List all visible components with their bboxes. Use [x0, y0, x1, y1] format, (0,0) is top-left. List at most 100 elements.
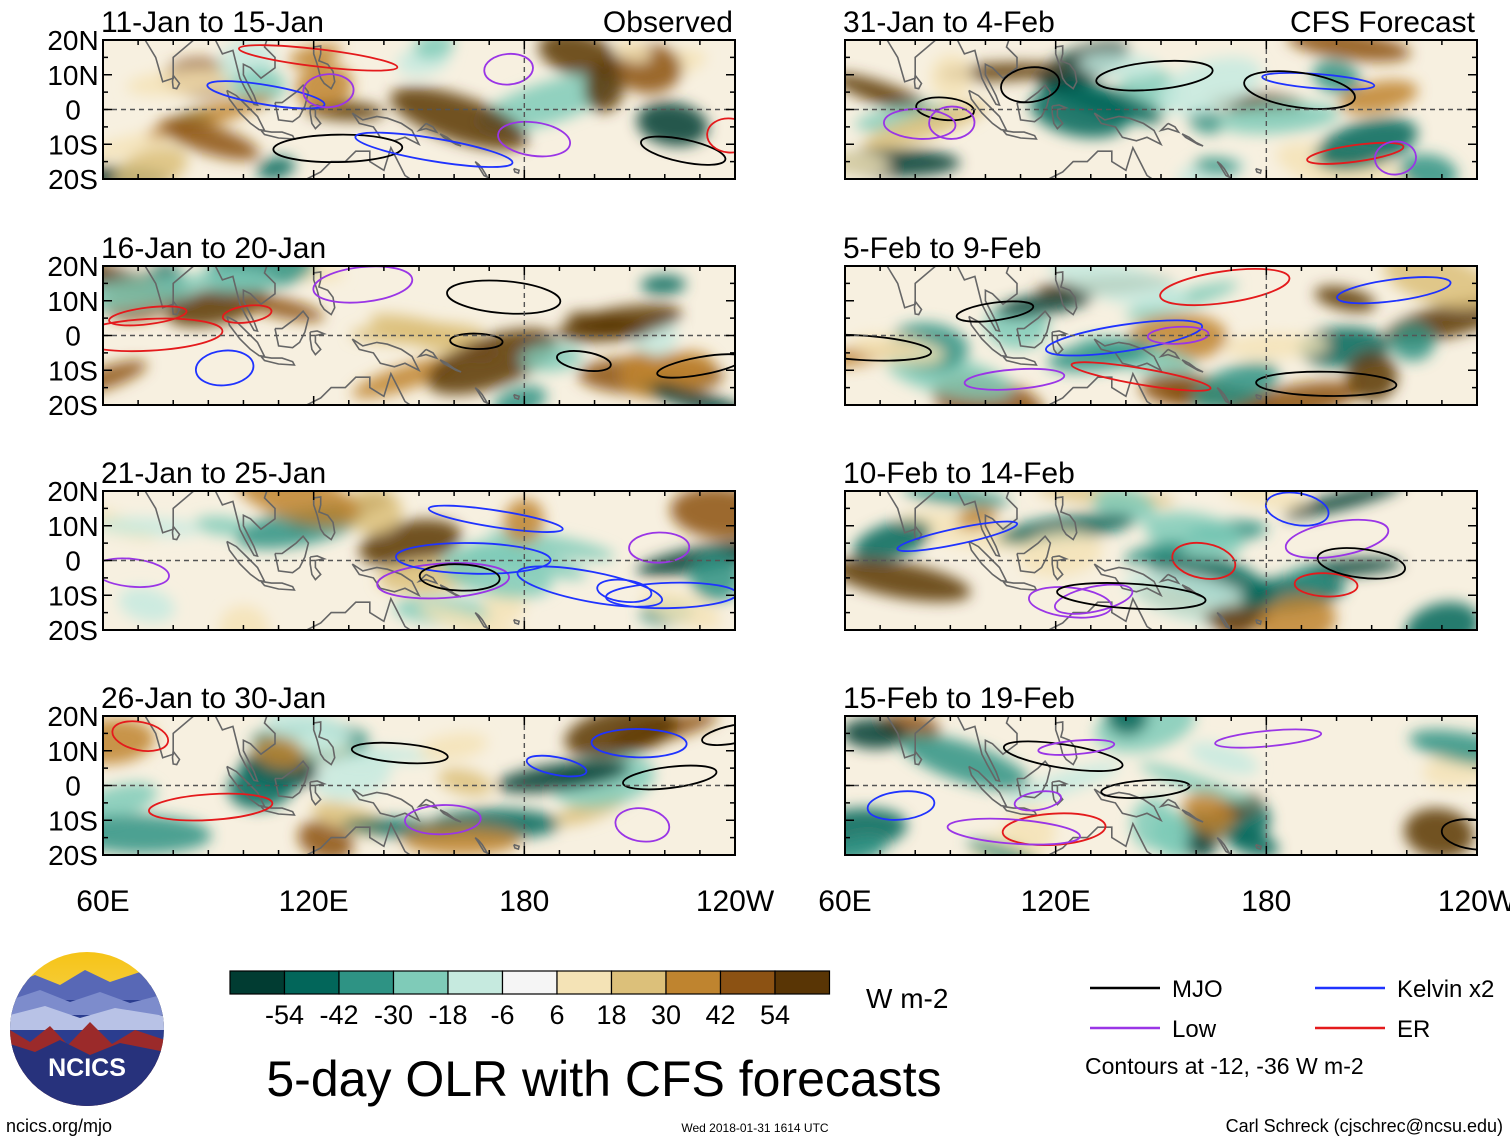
y-tick-label: 10S: [48, 580, 98, 611]
negative-olr-blob: [103, 274, 204, 312]
coastline: [1216, 836, 1232, 855]
coastline: [1046, 145, 1154, 179]
contour-line: [896, 520, 1019, 553]
contour-line: [354, 131, 514, 168]
coastline: [474, 611, 490, 630]
coastline: [274, 309, 310, 349]
coastline: [1158, 573, 1181, 585]
wave-contours: [103, 266, 735, 387]
colorbar-label: 6: [549, 1000, 564, 1030]
contour-line: [590, 728, 688, 759]
colorbar-label: 54: [760, 1000, 790, 1030]
negative-olr-blob: [1398, 154, 1458, 179]
contour-line: [427, 504, 564, 533]
negative-olr-blob: [103, 517, 202, 537]
coastline: [474, 386, 490, 405]
coastline: [1016, 534, 1052, 574]
y-tick-label: 0: [65, 95, 81, 126]
colorbar-swatch: [556, 970, 613, 995]
negative-olr-blob: [1191, 362, 1279, 405]
contour-note: Contours at -12, -36 W m-2: [1085, 1053, 1364, 1079]
contour-line: [1037, 738, 1116, 756]
contour-line: [1053, 583, 1134, 615]
y-tick-label: 20S: [48, 390, 98, 421]
positive-olr-blob: [845, 150, 890, 175]
coastline: [1051, 555, 1070, 581]
coastline: [312, 44, 336, 90]
contour-line: [221, 304, 273, 324]
negative-olr-blob: [1225, 828, 1279, 855]
contour-line: [1214, 728, 1323, 749]
coastline: [1046, 821, 1154, 855]
colorbar-swatch: [719, 970, 776, 995]
contour-line: [272, 133, 404, 164]
positive-olr-blob: [863, 102, 988, 150]
positive-olr-blob: [297, 820, 354, 855]
colorbar-swatch: [447, 970, 504, 995]
contour-line: [483, 52, 534, 86]
positive-olr-blob: [159, 118, 260, 161]
axis-ticks: [102, 265, 736, 406]
x-tick-label: 180: [499, 885, 549, 918]
coastline: [214, 40, 276, 107]
coastline: [439, 133, 462, 147]
colorbar-swatch: [774, 970, 831, 995]
coastline: [274, 534, 310, 574]
positive-olr-blob: [1256, 595, 1337, 630]
contour-line: [1373, 140, 1417, 176]
coastline: [439, 809, 462, 823]
negative-olr-blob: [256, 156, 296, 179]
positive-olr-blob: [1018, 531, 1103, 577]
wave-contours: [883, 59, 1417, 176]
legend-label: Kelvin x2: [1397, 976, 1494, 1003]
positive-olr-blob: [557, 304, 682, 343]
negative-olr-blob: [413, 40, 455, 60]
legend: MJO Kelvin x2 Low ER: [1090, 976, 1494, 1043]
positive-olr-blob: [418, 603, 543, 630]
coastline: [1002, 129, 1038, 140]
logo-text: NCICS: [48, 1054, 126, 1082]
positive-olr-blob: [845, 73, 932, 114]
negative-olr-blob: [966, 840, 1039, 855]
positive-olr-blob: [1222, 491, 1309, 510]
coastline: [1056, 23, 1063, 33]
footer-url[interactable]: ncics.org/mjo: [6, 1116, 112, 1136]
footer-timestamp: Wed 2018-01-31 1614 UTC: [681, 1121, 829, 1135]
positive-olr-blob: [614, 40, 652, 64]
y-tick-label: 10S: [48, 805, 98, 836]
positive-olr-blob: [125, 68, 247, 97]
contour-line: [1171, 541, 1237, 580]
coastline: [171, 74, 181, 90]
y-tick-label: 20S: [48, 840, 98, 871]
axis-ticks: [844, 265, 1478, 406]
contour-line: [302, 73, 355, 109]
negative-olr-blob: [1217, 102, 1340, 134]
coastline: [304, 596, 412, 630]
coastline: [1181, 359, 1204, 373]
negative-olr-blob: [118, 587, 175, 623]
colorbar-label: -42: [319, 1000, 358, 1030]
coastline: [1093, 112, 1163, 147]
negative-olr-blob: [997, 512, 1136, 544]
contour-line: [866, 790, 936, 821]
coastline: [1051, 104, 1070, 130]
colorbar-label: 18: [596, 1000, 626, 1030]
contour-line: [111, 720, 170, 752]
colorbar-label: 42: [705, 1000, 735, 1030]
colorbar: -54 -42 -30 -18 -6 6 18 30 42 54: [229, 970, 831, 1030]
map-panel: 15-Feb to 19-Feb: [843, 682, 1478, 856]
coastline: [312, 720, 336, 766]
wave-contours: [206, 44, 735, 168]
coastline: [416, 573, 439, 585]
panel-period-label: 26-Jan to 30-Jan: [101, 682, 326, 715]
contour-line: [238, 44, 399, 72]
contour-line: [194, 349, 255, 387]
coastline: [513, 393, 521, 401]
contour-line: [103, 317, 224, 353]
contour-line: [395, 542, 552, 575]
negative-olr-blob: [1409, 729, 1477, 767]
coastline: [351, 788, 421, 823]
contour-line: [1316, 547, 1406, 580]
